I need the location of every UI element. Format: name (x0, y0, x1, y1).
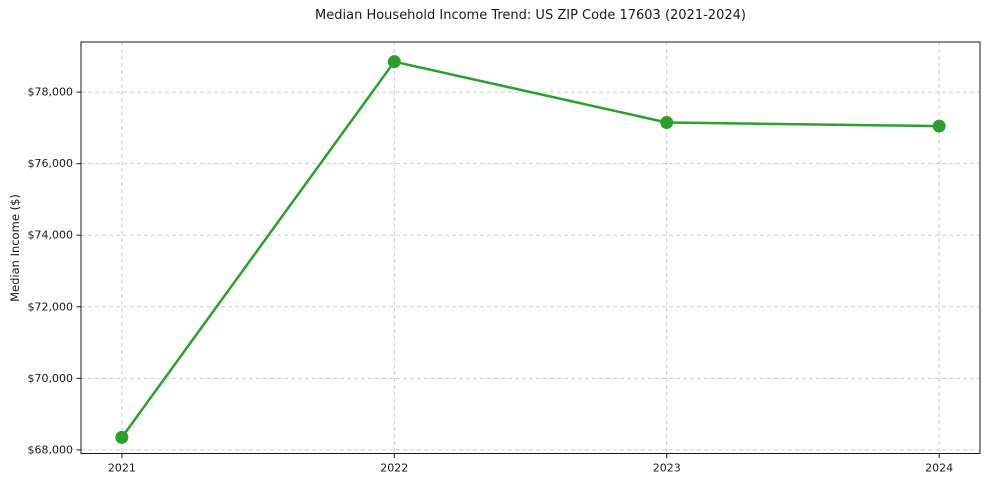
chart-title: Median Household Income Trend: US ZIP Co… (315, 8, 746, 23)
trend-line (120, 60, 941, 439)
data-point-2021 (115, 430, 129, 444)
axes-box (80, 41, 981, 454)
data-point-2023 (660, 116, 674, 130)
x-tick-label: 2022 (380, 462, 408, 475)
y-tick-label: $76,000 (28, 157, 74, 170)
x-tick-label: 2021 (108, 462, 136, 475)
y-tick-label: $78,000 (28, 86, 74, 99)
data-point-2024 (932, 119, 946, 133)
x-tick-label: 2024 (925, 462, 953, 475)
y-tick-label: $74,000 (28, 229, 74, 242)
y-tick-label: $72,000 (28, 300, 74, 313)
y-tick-label: $70,000 (28, 372, 74, 385)
data-point-2022 (387, 55, 401, 69)
x-tick-label: 2023 (653, 462, 681, 475)
y-tick-label: $68,000 (28, 443, 74, 456)
